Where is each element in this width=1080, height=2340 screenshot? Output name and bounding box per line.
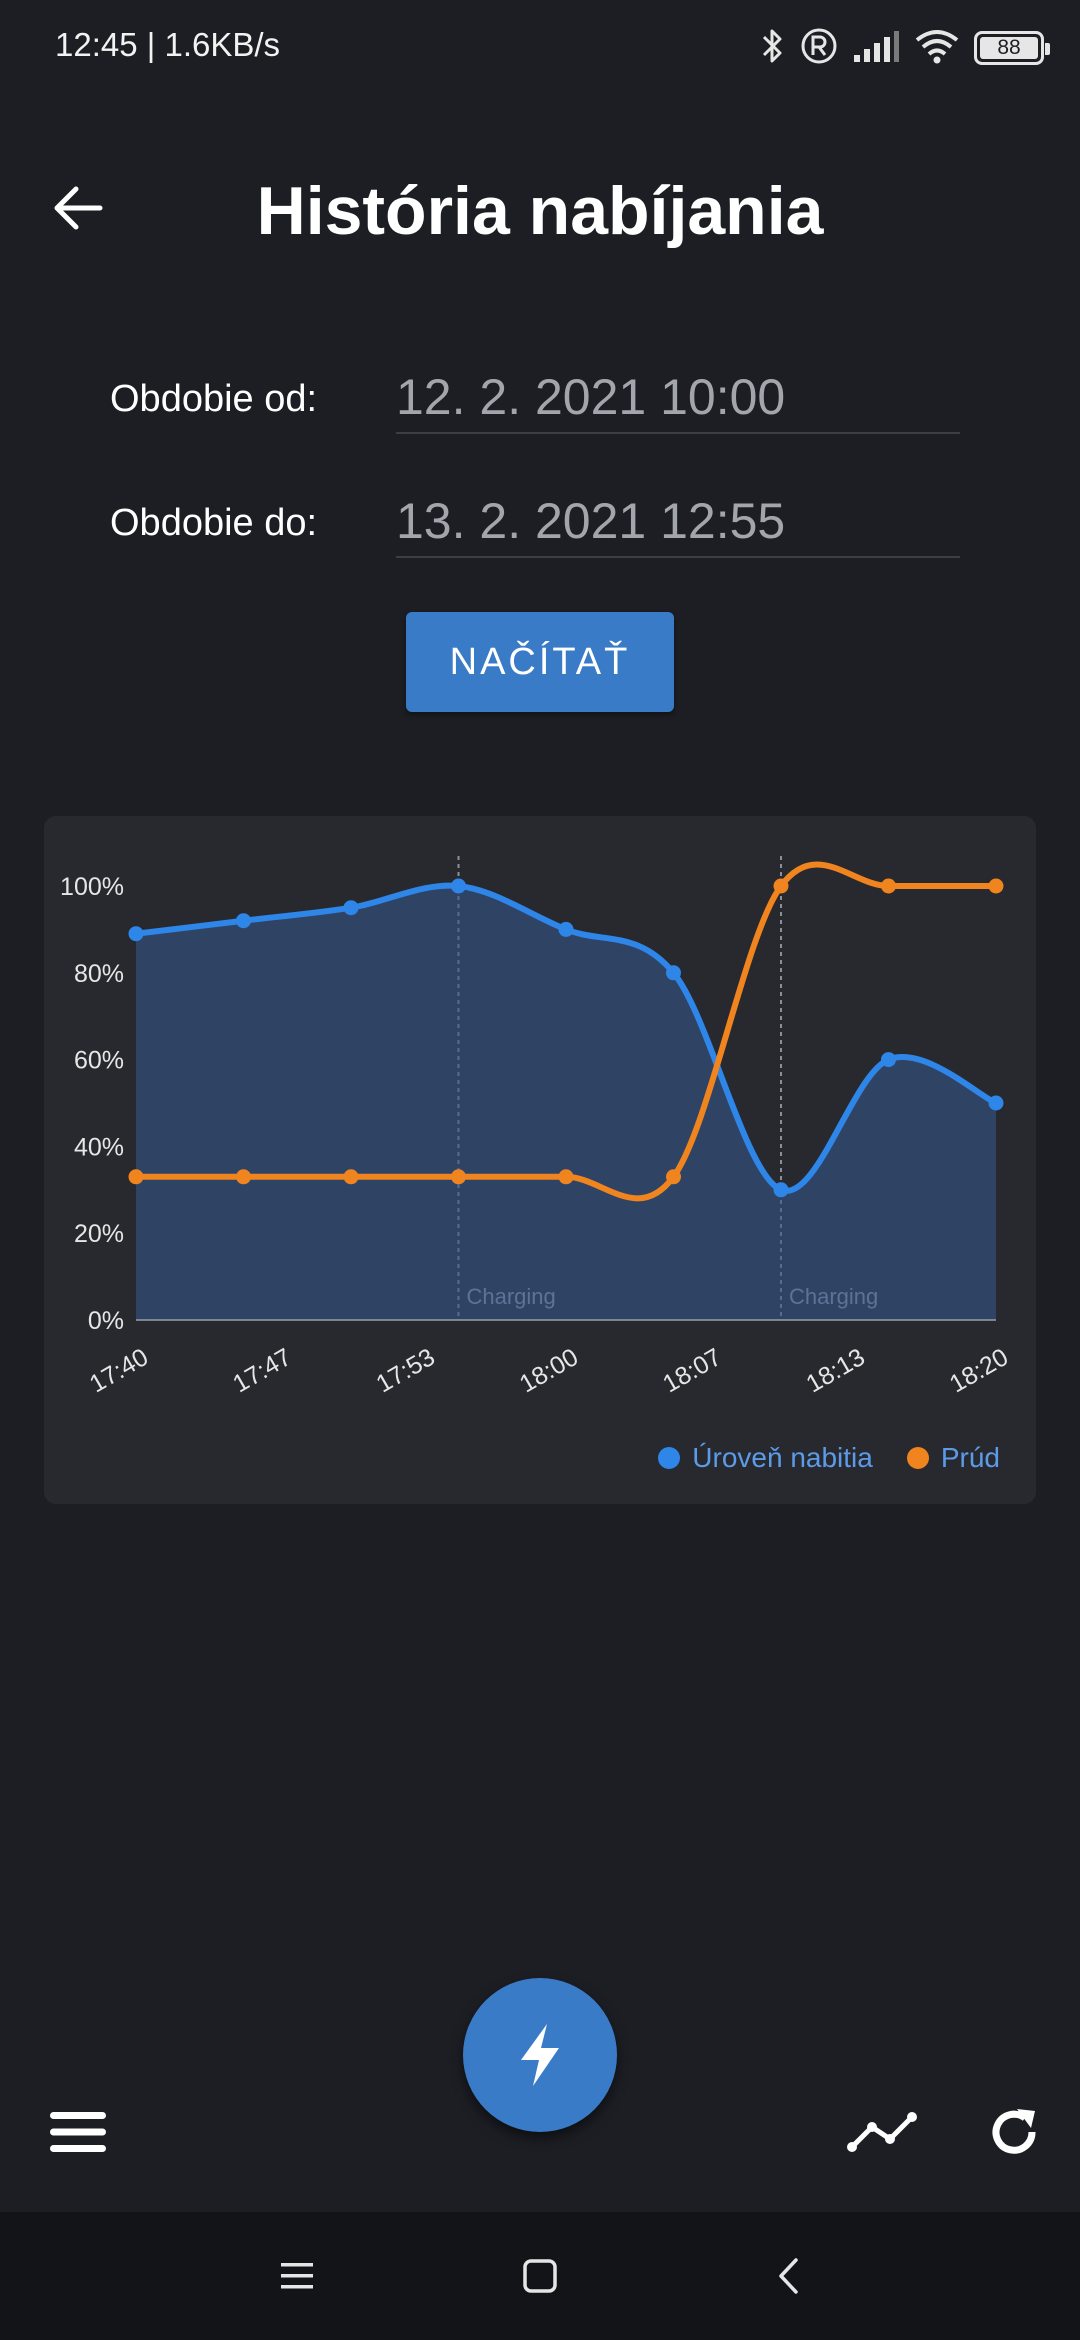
refresh-icon xyxy=(992,2109,1036,2154)
x-tick-label: 18:00 xyxy=(515,1343,583,1399)
x-tick-label: 17:53 xyxy=(371,1343,439,1399)
home-button[interactable] xyxy=(506,2242,574,2310)
x-tick-label: 18:07 xyxy=(658,1343,726,1399)
registered-icon xyxy=(800,27,838,70)
y-tick-label: 40% xyxy=(74,1133,124,1161)
x-tick-label: 18:13 xyxy=(801,1343,869,1399)
data-point xyxy=(558,1169,574,1185)
period-to-label: Obdobie do: xyxy=(110,502,318,544)
y-tick-label: 100% xyxy=(60,873,124,901)
data-point xyxy=(881,1052,896,1068)
data-point xyxy=(343,1169,359,1185)
data-point xyxy=(773,878,789,894)
load-button[interactable]: NAČÍTAŤ xyxy=(406,612,674,712)
period-from-row: Obdobie od: xyxy=(110,352,960,442)
x-tick-label: 17:40 xyxy=(85,1343,153,1399)
data-point xyxy=(343,900,359,916)
home-icon xyxy=(523,2259,557,2293)
system-back-button[interactable] xyxy=(754,2242,822,2310)
recent-apps-icon xyxy=(281,2263,313,2289)
status-time: 12:45 | 1.6KB/s xyxy=(55,26,281,63)
recent-apps-button[interactable] xyxy=(263,2242,331,2310)
bluetooth-icon xyxy=(760,26,786,71)
data-point xyxy=(236,913,251,929)
x-tick-label: 17:47 xyxy=(228,1343,296,1399)
chart-view-button[interactable] xyxy=(842,2092,922,2172)
status-icons: 88 xyxy=(760,22,1050,74)
menu-button[interactable] xyxy=(38,2092,118,2172)
legend-item-current[interactable]: Prúd xyxy=(906,1442,1000,1474)
data-point xyxy=(988,1095,1004,1111)
data-point xyxy=(558,921,574,937)
hamburger-menu-icon xyxy=(50,2112,106,2152)
y-tick-label: 0% xyxy=(88,1307,124,1335)
y-tick-label: 60% xyxy=(74,1047,124,1075)
data-point xyxy=(128,1169,144,1185)
x-tick-label: 18:20 xyxy=(945,1343,1013,1399)
legend-dot xyxy=(906,1447,929,1469)
arrow-left-icon xyxy=(54,186,103,230)
back-icon xyxy=(779,2258,798,2294)
battery-icon: 88 xyxy=(974,31,1050,65)
signal-icon xyxy=(852,29,900,68)
series-line-0 xyxy=(133,882,999,1194)
period-from-label: Obdobie od: xyxy=(110,378,318,420)
data-point xyxy=(236,1169,251,1185)
data-point xyxy=(666,1169,681,1185)
data-point xyxy=(881,878,896,894)
page-title: História nabíjania xyxy=(256,173,824,249)
data-point xyxy=(773,1182,789,1198)
series-line-1 xyxy=(133,861,999,1202)
wifi-icon xyxy=(914,28,960,69)
data-point xyxy=(666,965,681,981)
legend-label: Prúd xyxy=(940,1442,1000,1473)
data-point xyxy=(451,1169,466,1185)
period-from-input[interactable] xyxy=(396,352,960,434)
refresh-button[interactable] xyxy=(974,2092,1054,2172)
status-bar: 12:45 | 1.6KB/s 88 xyxy=(0,0,1080,96)
y-tick-label: 20% xyxy=(74,1220,124,1248)
charge-fab-button[interactable] xyxy=(463,1978,617,2132)
data-point xyxy=(451,878,466,894)
legend-label: Úroveň nabitia xyxy=(692,1442,873,1473)
period-to-input[interactable] xyxy=(396,476,960,558)
system-nav-bar xyxy=(0,2212,1080,2340)
period-to-row: Obdobie do: xyxy=(110,476,960,566)
back-button[interactable] xyxy=(40,170,116,246)
legend-dot xyxy=(658,1447,681,1469)
lightning-bolt-icon xyxy=(521,2024,559,2086)
chart-legend: Úroveň nabitia Prúd xyxy=(658,1442,1000,1474)
y-tick-label: 80% xyxy=(74,960,124,988)
data-point xyxy=(988,878,1004,894)
battery-level: 88 xyxy=(997,36,1021,59)
line-chart-icon xyxy=(847,2112,917,2152)
charging-history-chart: 0% 20% 40% 60% 80% 100% 17:40 17:47 17:53 18:00 18… xyxy=(60,856,1013,1399)
chart-card: 0% 20% 40% 60% 80% 100% 17:40 17:47 17:53 18:00 18… xyxy=(44,816,1036,1504)
legend-item-level[interactable]: Úroveň nabitia xyxy=(658,1442,873,1474)
level-area-fill xyxy=(136,885,996,1320)
data-point xyxy=(128,926,144,942)
